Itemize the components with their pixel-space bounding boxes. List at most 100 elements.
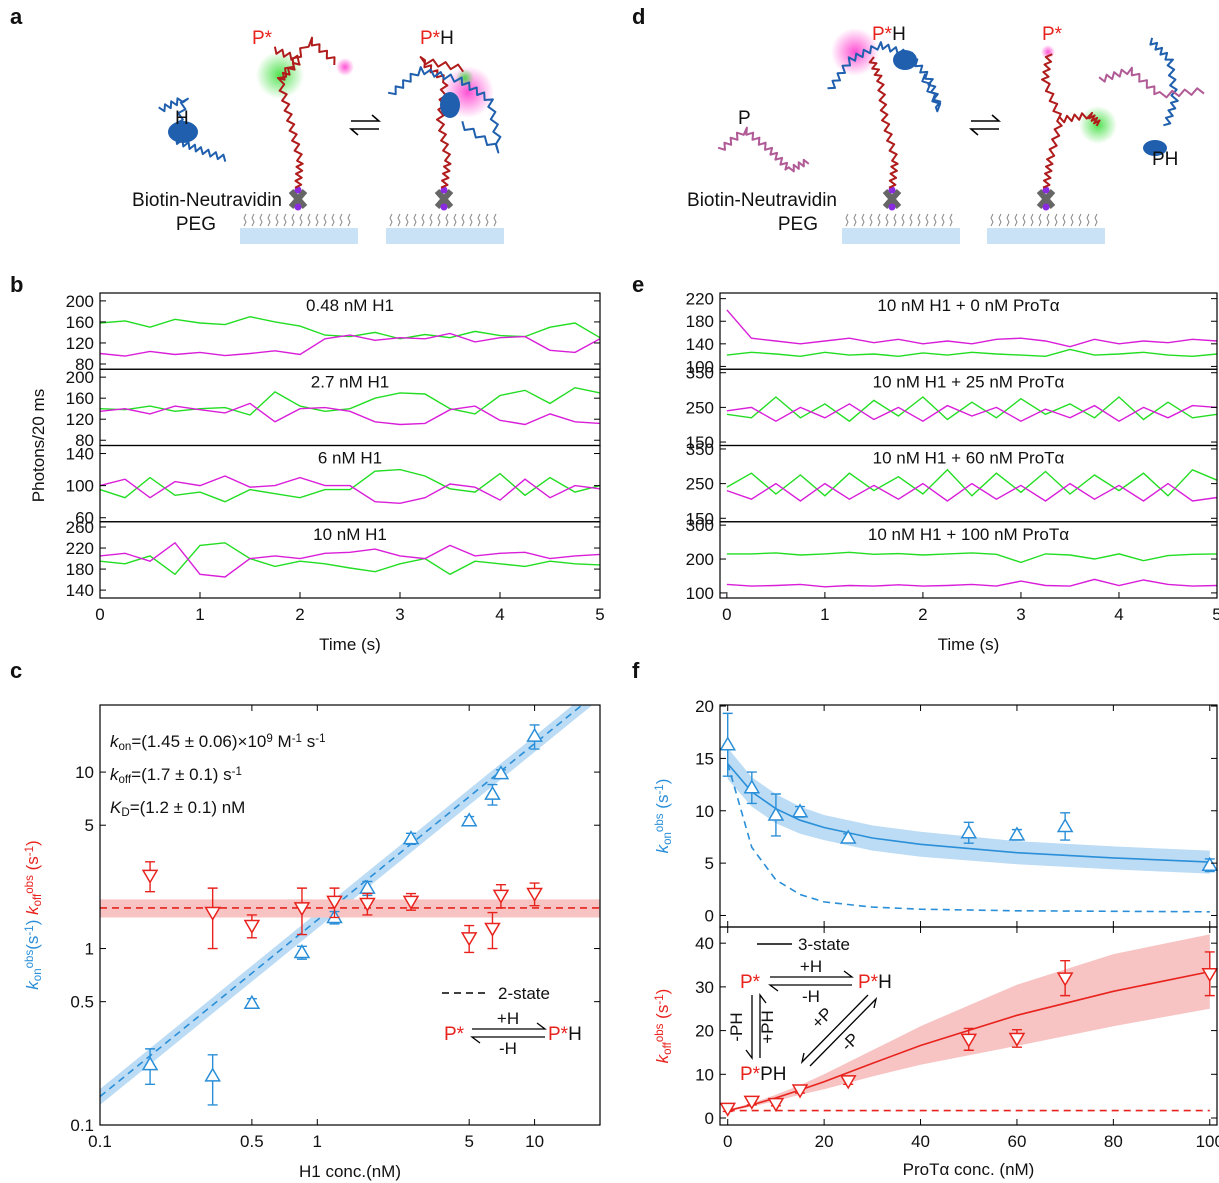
scheme-rate: +PH	[758, 1010, 777, 1044]
y-tick-label: 10	[75, 763, 94, 782]
scheme-species: P*H	[858, 972, 892, 993]
x-tick-label: 40	[911, 1132, 930, 1151]
text-segment: PEG	[176, 214, 216, 235]
text-segment: P*	[740, 1064, 761, 1085]
y-tick-label: 20	[695, 697, 714, 716]
x-tick-label: 0	[95, 605, 104, 624]
data-point	[141, 1056, 159, 1071]
peg	[1006, 213, 1010, 227]
data-point	[1201, 856, 1219, 871]
y-tick-label: 260	[66, 518, 94, 537]
y-tick-label: 150	[686, 433, 714, 452]
biotin	[888, 186, 896, 194]
subplot-title: 0.48 nM H1	[306, 296, 394, 315]
text-segment: P*	[548, 1024, 569, 1045]
subplot-title: 10 nM H1 + 60 nM ProTα	[873, 449, 1065, 468]
x-tick-label: 5	[1212, 605, 1219, 624]
x-tick-label: 2	[918, 605, 927, 624]
data-point	[526, 727, 543, 742]
fluorophore-glow	[831, 28, 879, 76]
trace-line	[726, 551, 1218, 564]
peg	[885, 213, 889, 227]
subplot-title: 10 nM H1 + 0 nM ProTα	[877, 296, 1059, 315]
data-point	[293, 943, 311, 959]
text-segment: )	[653, 779, 672, 785]
schematic-label: PEG	[778, 214, 818, 235]
data-point	[359, 897, 376, 912]
text-segment: -1	[654, 994, 666, 1004]
text-segment: k	[653, 843, 672, 853]
text-segment: s	[302, 732, 315, 751]
peg	[877, 213, 881, 227]
equilibrium-arrow	[968, 128, 999, 136]
y-tick-label: 220	[686, 290, 714, 309]
trace-line	[99, 386, 601, 416]
peg	[477, 213, 481, 227]
data-point	[402, 830, 420, 845]
peg	[307, 213, 311, 227]
confidence-band	[100, 899, 600, 918]
x-tick-label: 0	[722, 605, 731, 624]
data-point	[243, 919, 261, 935]
trace-line	[726, 309, 1218, 348]
peg	[1030, 213, 1034, 227]
peg	[1046, 213, 1050, 227]
peg	[1038, 213, 1042, 227]
trace-line	[726, 403, 1218, 423]
peg	[909, 213, 913, 227]
text-segment: on	[119, 741, 132, 753]
text-segment: =(1.45 ± 0.06)×10	[131, 732, 266, 751]
y-tick-label: 300	[686, 516, 714, 535]
text-segment: P	[738, 108, 751, 129]
data-point	[243, 994, 261, 1009]
text-segment: H	[440, 28, 454, 49]
peg	[323, 213, 327, 227]
text-segment: k	[23, 980, 42, 990]
peg	[861, 213, 865, 227]
y-tick-label: 100	[66, 477, 94, 496]
text-segment: -1	[24, 846, 36, 856]
text-segment: (s	[23, 856, 42, 875]
text-segment: on	[662, 832, 674, 845]
data-point	[492, 889, 510, 904]
schematic-label: PEG	[176, 214, 216, 235]
peg	[347, 213, 351, 227]
data-point	[526, 887, 543, 903]
peg	[901, 213, 905, 227]
x-tick-label: 2	[295, 605, 304, 624]
y-tick-label: 350	[686, 440, 714, 459]
text-segment: Biotin-Neutravidin	[132, 190, 282, 211]
schematic-label: P*	[252, 28, 273, 49]
peg	[869, 213, 873, 227]
x-tick-label: 10	[525, 1132, 544, 1151]
equilibrium-arrow	[348, 128, 379, 136]
text-segment: Biotin-Neutravidin	[687, 190, 837, 211]
text-segment: on	[32, 968, 44, 981]
subplot-title: 10 nM H1	[313, 525, 387, 544]
y-tick-label: 150	[686, 509, 714, 528]
data-point	[204, 906, 221, 922]
y-tick-label: 160	[66, 389, 94, 408]
peg	[1054, 213, 1058, 227]
panel-label: c	[10, 658, 22, 683]
x-tick-label: 0	[723, 1132, 732, 1151]
data-point	[719, 736, 737, 751]
surface	[240, 228, 358, 244]
y-tick-label: 220	[66, 539, 94, 558]
schematic-label: H	[175, 108, 189, 129]
text-segment: H	[878, 972, 892, 993]
y-axis-label: konobs (s-1)	[653, 779, 674, 854]
peg	[251, 213, 255, 227]
y-tick-label: 200	[66, 292, 94, 311]
subplot-title: 6 nM H1	[318, 449, 382, 468]
y-axis-label: Photons/20 ms	[29, 389, 48, 502]
trace-line	[99, 475, 601, 505]
y-tick-label: 40	[695, 934, 714, 953]
text-segment: )	[653, 989, 672, 995]
peg	[445, 213, 449, 227]
fit-line	[726, 763, 1210, 913]
text-segment: k	[653, 1053, 672, 1063]
peg	[259, 213, 263, 227]
y-tick-label: 200	[66, 368, 94, 387]
